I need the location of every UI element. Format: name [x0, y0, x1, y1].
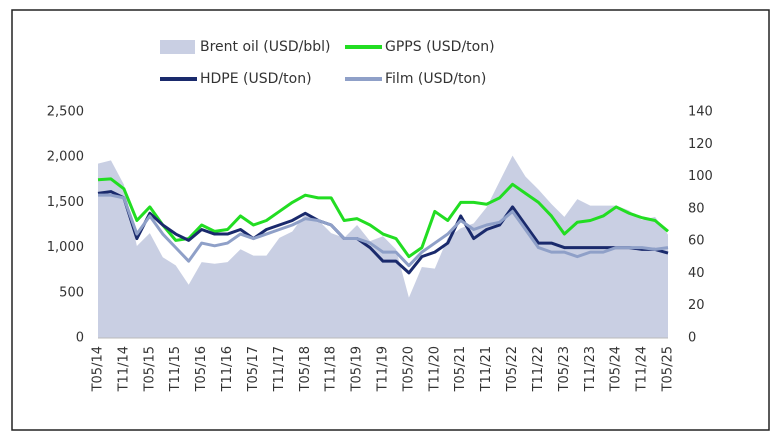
- x-tick-label: T05/23: [557, 346, 572, 392]
- x-tick-label: T05/25: [661, 346, 676, 392]
- area: [98, 155, 668, 338]
- y-tick-label: 1,000: [47, 240, 84, 255]
- x-tick-label: T11/19: [376, 346, 391, 392]
- x-tick-label: T05/21: [453, 346, 468, 392]
- legend-label: Film (USD/ton): [385, 71, 486, 87]
- legend-label: Brent oil (USD/bbl): [200, 39, 331, 55]
- y-tick-label: 0: [76, 331, 84, 346]
- y2-tick-label: 140: [688, 105, 713, 120]
- line: [97, 177, 669, 259]
- x-tick-label: T11/15: [168, 346, 183, 392]
- x-tick-label: T05/14: [91, 346, 106, 392]
- x-tick-label: T05/15: [142, 346, 157, 392]
- x-tick-label: T05/24: [609, 346, 624, 392]
- legend-swatch: [160, 40, 195, 54]
- y2-tick-label: 100: [688, 169, 713, 184]
- x-tick-label: T11/20: [427, 346, 442, 392]
- y2-tick-label: 40: [688, 266, 705, 281]
- x-tick-label: T11/18: [324, 346, 339, 392]
- x-tick-label: T11/23: [583, 346, 598, 392]
- y-tick-label: 2,000: [47, 150, 84, 165]
- x-tick-label: T11/16: [220, 346, 235, 392]
- x-tick-label: T05/20: [401, 346, 416, 392]
- legend-label: GPPS (USD/ton): [385, 39, 495, 55]
- x-tick-label: T05/18: [298, 346, 313, 392]
- y2-tick-label: 80: [688, 201, 705, 216]
- x-tick-label: T11/24: [635, 346, 650, 392]
- x-tick-label: T05/22: [505, 346, 520, 392]
- x-tick-label: T05/17: [246, 346, 261, 392]
- x-tick-label: T11/14: [116, 346, 131, 392]
- y-tick-label: 1,500: [47, 195, 84, 210]
- frame: [11, 9, 770, 431]
- y2-tick-label: 60: [688, 234, 705, 249]
- x-tick-label: T05/16: [194, 346, 209, 392]
- line: [97, 190, 669, 275]
- y-tick-label: 500: [59, 285, 84, 300]
- line: [98, 193, 669, 268]
- y2-tick-label: 0: [688, 331, 696, 346]
- y-tick-label: 2,500: [47, 105, 84, 120]
- x-tick-label: T11/17: [272, 346, 287, 392]
- x-tick-label: T11/21: [479, 346, 494, 392]
- y2-tick-label: 20: [688, 298, 705, 313]
- x-tick-label: T11/22: [531, 346, 546, 392]
- y2-tick-label: 120: [688, 137, 713, 152]
- x-tick-label: T05/19: [350, 346, 365, 392]
- legend-label: HDPE (USD/ton): [200, 71, 312, 87]
